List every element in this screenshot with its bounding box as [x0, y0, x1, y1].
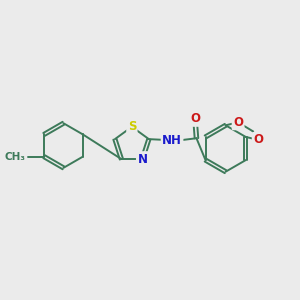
Text: NH: NH	[162, 134, 182, 147]
Text: CH₃: CH₃	[4, 152, 26, 162]
Text: S: S	[128, 120, 136, 133]
Text: O: O	[253, 134, 263, 146]
Text: N: N	[137, 153, 147, 166]
Text: O: O	[233, 116, 243, 129]
Text: O: O	[190, 112, 200, 125]
